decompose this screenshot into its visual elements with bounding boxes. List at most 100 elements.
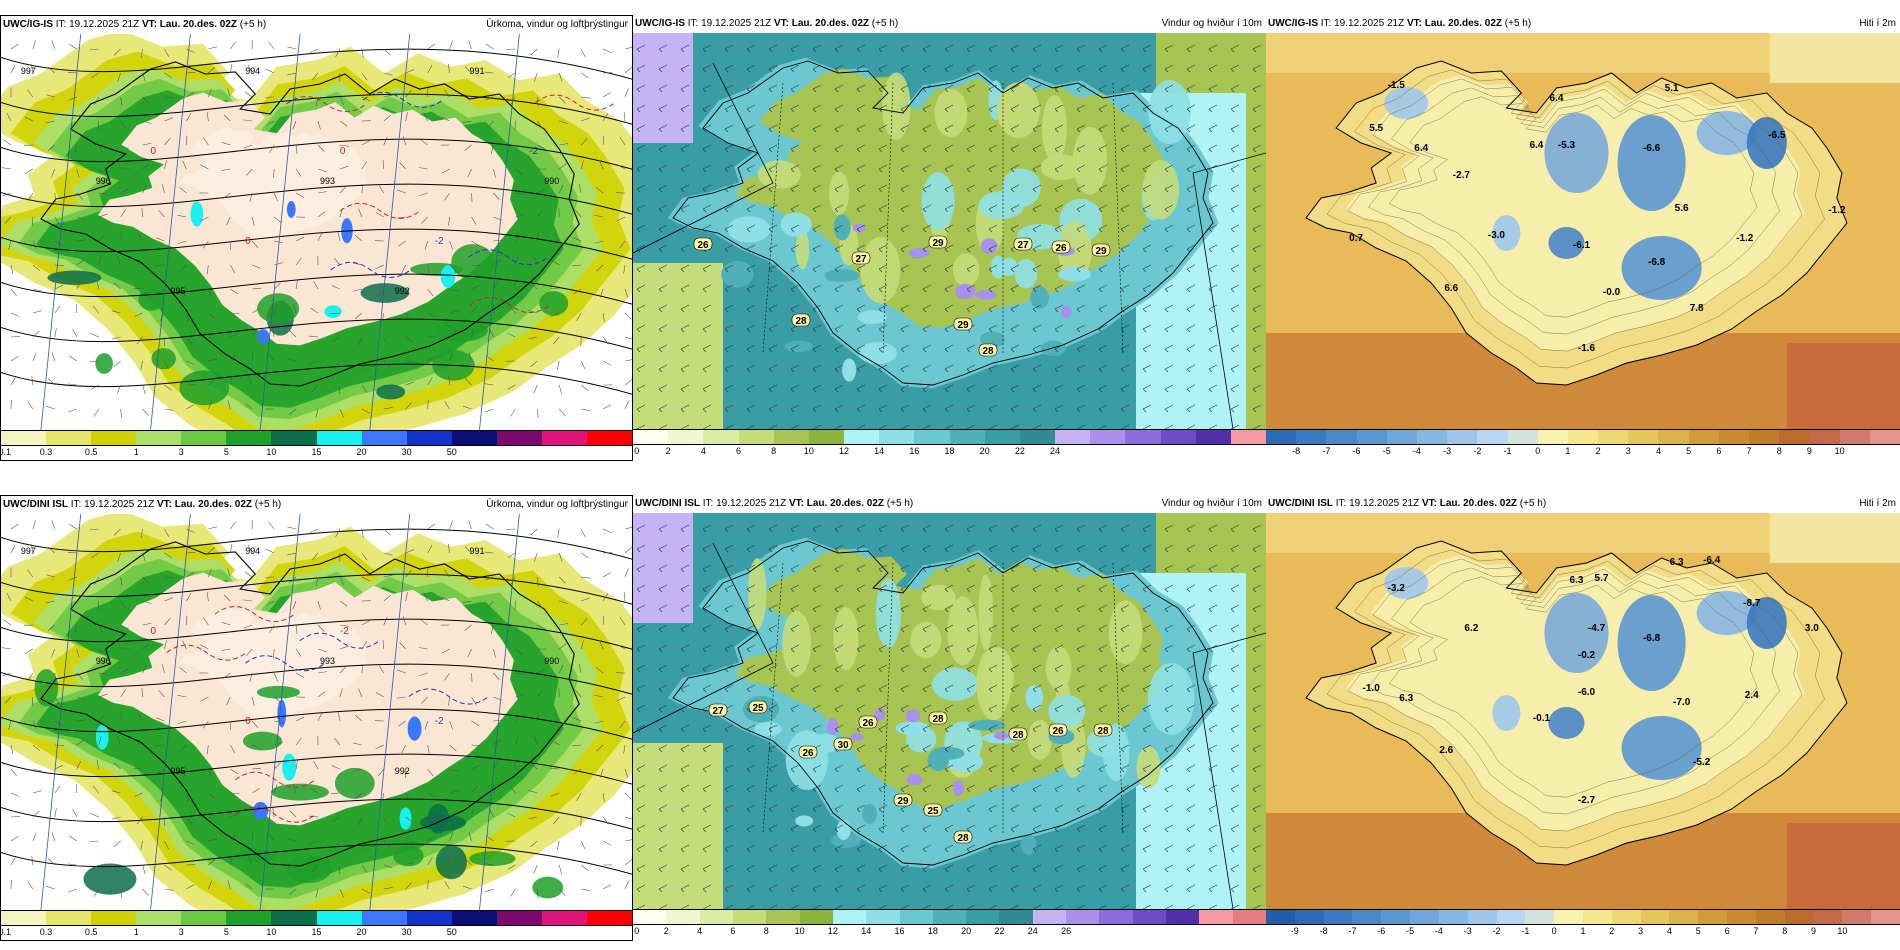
vt-label: VT: <box>788 498 804 509</box>
color-swatch <box>1356 430 1387 444</box>
temperature-value: 5.7 <box>1595 573 1609 584</box>
color-swatch <box>587 431 633 445</box>
color-swatch <box>271 431 317 445</box>
gust-marker <box>1013 237 1033 251</box>
scale-tick: 15 <box>311 927 322 937</box>
gust-value: 28 <box>957 833 969 844</box>
isotherm-label: 0 <box>151 146 157 157</box>
color-swatch <box>451 911 497 925</box>
color-scale <box>1266 429 1900 445</box>
color-swatch <box>181 431 227 445</box>
isobar-label: 990 <box>544 656 559 666</box>
scale-tick: 5 <box>1686 446 1692 456</box>
scale-tick: 22 <box>994 926 1005 936</box>
product-title: Vindur og hviður í 10m <box>1161 18 1262 29</box>
valid-time: Lau. 20.des. 02Z <box>791 18 870 29</box>
weather-map: 997 996 995 994 993 992 991 990 0 0 -2 -2 <box>1 514 632 910</box>
model-name: UWC/DINI ISL <box>3 499 68 510</box>
gust-marker <box>1048 723 1068 737</box>
color-swatch <box>1125 430 1161 444</box>
temperature-value: 7.8 <box>1690 303 1704 314</box>
gust-value: 29 <box>1095 246 1107 257</box>
color-swatch <box>316 911 362 925</box>
color-swatch <box>496 431 542 445</box>
color-swatch <box>1099 910 1133 924</box>
isobar-label: 994 <box>245 546 260 556</box>
scale-tick: 7 <box>1753 926 1759 936</box>
color-swatch <box>1055 430 1091 444</box>
scale-ticks: 0 2 4 6 8 10 12 14 16 18 20 22 24 <box>633 446 1266 458</box>
temperature-value: -1.2 <box>1828 205 1846 216</box>
model-name: UWC/IG-IS <box>3 19 53 30</box>
temperature-value: -4.7 <box>1588 623 1606 634</box>
it-label: IT: <box>1335 498 1347 509</box>
panel-header: UWC/IG-IS IT: 19.12.2025 21Z VT: Lau. 20… <box>1266 15 1900 33</box>
color-swatch <box>1447 430 1478 444</box>
gust-value: 27 <box>1017 240 1029 251</box>
color-swatch <box>732 910 767 924</box>
temperature-value: -2.7 <box>1578 795 1596 806</box>
color-scale <box>1 910 633 926</box>
color-swatch <box>91 911 137 925</box>
color-swatch <box>1658 430 1689 444</box>
map-svg: 997 996 995 994 993 992 991 990 0 0 0 -2 -2 <box>1 34 632 430</box>
scale-tick: -1 <box>1503 446 1512 456</box>
scale-tick: 0.1 <box>0 447 12 457</box>
product-title: Vindur og hviður í 10m <box>1161 498 1262 509</box>
scale-tick: 8 <box>771 446 777 456</box>
gust-value: 26 <box>1052 726 1064 737</box>
temperature-value: -3.2 <box>1388 583 1406 594</box>
scale-ticks: -9 -8 -7 -6 -5 -4 -3 -2 -1 0 1 2 3 4 5 6 7 8 9 10 <box>1266 926 1900 938</box>
temperature-value: 5.6 <box>1675 203 1689 214</box>
scale-tick: 10 <box>803 446 814 456</box>
gust-value: 27 <box>855 254 867 265</box>
scale-tick: -3 <box>1463 926 1472 936</box>
gust-marker <box>858 715 878 729</box>
color-swatch <box>1698 910 1727 924</box>
scale-tick: 6 <box>730 926 736 936</box>
gust-value: 29 <box>897 796 909 807</box>
gust-value: 26 <box>862 718 874 729</box>
color-swatch <box>1755 910 1785 924</box>
scale-tick: 20 <box>979 446 990 456</box>
gust-marker <box>953 317 973 331</box>
color-swatch <box>451 431 497 445</box>
scale-tick: 0 <box>1551 926 1557 936</box>
valid-time: Lau. 20.des. 02Z <box>1439 498 1518 509</box>
scale-tick: 7 <box>1746 446 1752 456</box>
init-time: 19.12.2025 21Z <box>69 19 140 30</box>
init-time: 19.12.2025 21Z <box>84 499 155 510</box>
lead-time: (+5 h) <box>886 498 914 509</box>
scale-tick: 16 <box>894 926 905 936</box>
run-info: UWC/IG-IS IT: 19.12.2025 21Z VT: Lau. 20… <box>635 15 898 33</box>
scale-tick: 10 <box>794 926 805 936</box>
scale-tick: -5 <box>1382 446 1391 456</box>
color-swatch <box>808 430 845 444</box>
panel-header: UWC/IG-IS IT: 19.12.2025 21Z VT: Lau. 20… <box>633 15 1266 33</box>
scale-tick: -7 <box>1322 446 1331 456</box>
isotherm-label: 0 <box>340 146 346 157</box>
product-title: Hiti í 2m <box>1859 498 1896 509</box>
isobar-label: 996 <box>96 176 111 186</box>
scale-tick: 6 <box>1724 926 1730 936</box>
color-swatch <box>738 430 774 444</box>
color-swatch <box>1266 910 1295 924</box>
scale-tick: -9 <box>1290 926 1299 936</box>
weather-map: 27 25 26 30 26 28 28 26 28 29 25 28 <box>633 513 1266 909</box>
scale-tick: 4 <box>700 446 706 456</box>
color-scale <box>633 909 1266 925</box>
scale-ticks: 0.1 0.3 0.5 1 3 5 10 15 20 30 50 <box>0 447 632 459</box>
color-swatch <box>899 910 933 924</box>
color-swatch <box>1839 430 1870 444</box>
color-scale <box>1 430 633 446</box>
temperature-value: 6.3 <box>1399 693 1413 704</box>
scale-tick: 0 <box>1535 446 1541 456</box>
color-swatch <box>1352 910 1382 924</box>
vt-label: VT: <box>1406 18 1422 29</box>
color-swatch <box>1132 910 1166 924</box>
scale-tick: 24 <box>1049 446 1061 456</box>
scale-tick: 4 <box>697 926 703 936</box>
color-swatch <box>1567 430 1599 444</box>
scale-tick: 0.3 <box>39 447 53 457</box>
temperature-value: -5.3 <box>1558 140 1576 151</box>
